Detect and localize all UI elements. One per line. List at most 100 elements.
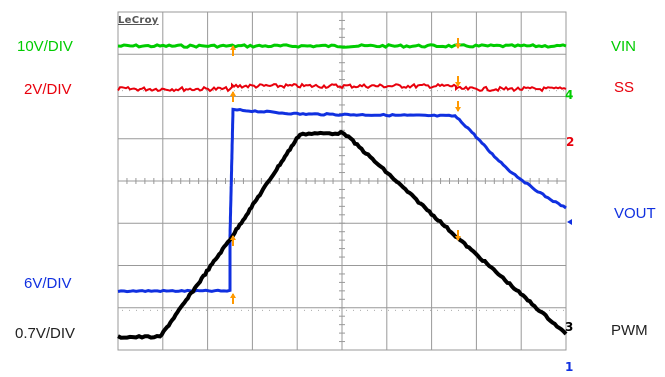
graticule-dot	[535, 90, 536, 92]
graticule-dot	[353, 90, 354, 92]
graticule-dot	[507, 309, 508, 311]
graticule-dot	[374, 90, 375, 92]
graticule-dot	[171, 309, 172, 311]
graticule-dot	[164, 309, 165, 311]
graticule-dot	[248, 90, 249, 92]
graticule-dot	[556, 309, 557, 311]
graticule-dot	[479, 309, 480, 311]
graticule-dot	[416, 90, 417, 92]
channel-3-marker: 3	[565, 320, 574, 334]
graticule-dot	[388, 309, 389, 311]
graticule-dot	[122, 90, 123, 92]
graticule-dot	[353, 309, 354, 311]
graticule-dot	[248, 309, 249, 311]
graticule-dot	[311, 309, 312, 311]
graticule-dot	[234, 309, 235, 311]
graticule-dot	[129, 309, 130, 311]
graticule-dot	[549, 90, 550, 92]
scope-brand-logo: LeCroy	[118, 15, 159, 26]
channel-4-marker: 4	[565, 88, 574, 102]
graticule-dot	[290, 90, 291, 92]
cursor-marker	[230, 45, 236, 56]
graticule-dot	[486, 90, 487, 92]
graticule-dot	[395, 309, 396, 311]
graticule-dot	[283, 309, 284, 311]
graticule-dot	[129, 90, 130, 92]
graticule-dotted-lines	[122, 90, 564, 311]
graticule-dot	[136, 309, 137, 311]
graticule-dot	[409, 309, 410, 311]
graticule-dot	[157, 309, 158, 311]
graticule-dot	[297, 309, 298, 311]
graticule-dot	[206, 309, 207, 311]
graticule-dot	[556, 90, 557, 92]
vout-trace	[117, 107, 567, 294]
graticule-center-ticks	[117, 11, 567, 351]
graticule-dot	[150, 309, 151, 311]
graticule-dot	[430, 90, 431, 92]
graticule-dot	[549, 309, 550, 311]
cursor-marker	[455, 76, 461, 87]
graticule-dot	[122, 309, 123, 311]
graticule-dot	[465, 309, 466, 311]
graticule-dot	[318, 90, 319, 92]
graticule-dot	[346, 90, 347, 92]
vin-scale-label: 10V/DIV	[17, 38, 73, 55]
graticule-dot	[143, 309, 144, 311]
graticule-dot	[143, 90, 144, 92]
graticule-dot	[444, 309, 445, 311]
graticule-dot	[332, 90, 333, 92]
graticule-dot	[255, 90, 256, 92]
graticule-dot	[297, 90, 298, 92]
graticule-dot	[360, 90, 361, 92]
graticule-dot	[388, 90, 389, 92]
graticule-dot	[269, 309, 270, 311]
ss-trace	[117, 82, 567, 93]
graticule-dot	[241, 309, 242, 311]
graticule-dot	[472, 309, 473, 311]
cursor-marker	[230, 91, 236, 102]
graticule-dot	[521, 309, 522, 311]
graticule-dot	[507, 90, 508, 92]
graticule-dot	[325, 309, 326, 311]
graticule-dot	[493, 309, 494, 311]
channel-2-marker: 2	[566, 135, 575, 149]
graticule-dot	[227, 309, 228, 311]
graticule-dot	[486, 309, 487, 311]
pwm-trace	[117, 129, 568, 340]
graticule-dot	[402, 309, 403, 311]
graticule-dot	[185, 309, 186, 311]
graticule-dot	[367, 309, 368, 311]
graticule-dot	[255, 309, 256, 311]
pwm-channel-label: PWM	[611, 322, 648, 339]
graticule-dot	[360, 309, 361, 311]
graticule-dot	[213, 90, 214, 92]
graticule-dot	[367, 90, 368, 92]
graticule-dot	[423, 309, 424, 311]
ss-channel-label: SS	[614, 79, 635, 96]
graticule-dot	[339, 90, 340, 92]
graticule-dot	[402, 90, 403, 92]
graticule-dot	[465, 90, 466, 92]
graticule-dot	[304, 90, 305, 92]
graticule-dot	[220, 90, 221, 92]
graticule-dot	[563, 309, 564, 311]
graticule-dot	[451, 309, 452, 311]
graticule-dot	[416, 309, 417, 311]
graticule-dot	[234, 90, 235, 92]
vout-channel-label: VOUT	[614, 205, 656, 222]
graticule-dot	[206, 90, 207, 92]
ss-scale-label: 2V/DIV	[24, 81, 72, 98]
graticule-dot	[451, 90, 452, 92]
graticule-dot	[500, 90, 501, 92]
graticule-dot	[437, 309, 438, 311]
graticule-dot	[395, 90, 396, 92]
cursor-marker	[455, 230, 461, 241]
graticule-dot	[514, 309, 515, 311]
graticule-dot	[423, 90, 424, 92]
graticule-dot	[318, 309, 319, 311]
graticule-dot	[458, 90, 459, 92]
graticule-dot	[192, 309, 193, 311]
graticule-dot	[458, 309, 459, 311]
